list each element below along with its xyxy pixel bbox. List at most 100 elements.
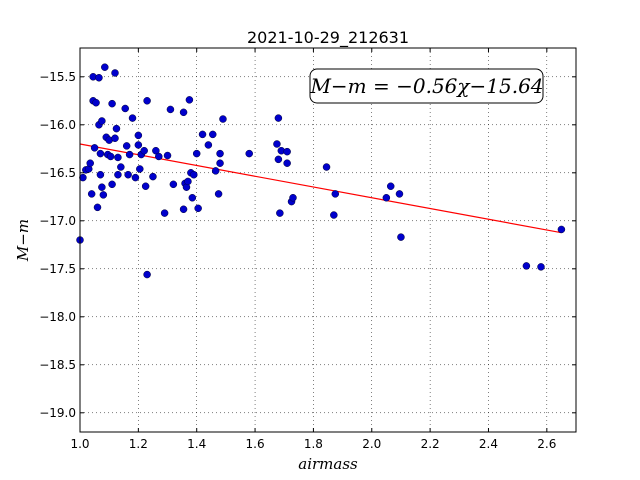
data-point — [184, 177, 192, 186]
data-point — [163, 151, 172, 160]
y-tick-label: −17.0 — [39, 214, 76, 228]
data-point — [155, 152, 163, 161]
data-point — [276, 209, 284, 217]
data-point — [143, 270, 151, 279]
y-tick-label: −16.0 — [39, 118, 76, 132]
data-point — [273, 140, 281, 148]
data-point — [192, 149, 201, 158]
data-point — [98, 183, 106, 191]
data-point — [322, 163, 331, 171]
data-point — [219, 115, 227, 123]
data-point — [108, 99, 116, 108]
data-point — [134, 131, 143, 140]
data-point — [204, 141, 213, 149]
data-point — [194, 204, 202, 213]
data-point — [114, 170, 122, 179]
data-point — [216, 159, 224, 167]
data-point — [188, 194, 197, 202]
chart-title: 2021-10-29_212631 — [247, 28, 409, 48]
data-point — [128, 114, 137, 122]
data-point — [160, 209, 169, 217]
data-point — [185, 96, 194, 104]
data-point — [169, 180, 178, 189]
x-tick-label: 1.6 — [246, 437, 265, 451]
x-tick-label: 2.0 — [362, 437, 381, 451]
data-point — [101, 63, 109, 71]
data-point — [134, 141, 143, 149]
x-tick-label: 1.2 — [129, 437, 148, 451]
axis-ticks — [79, 48, 576, 432]
y-tick-label: −18.0 — [39, 310, 76, 324]
data-point — [106, 152, 115, 161]
fit-annotation: M−m = −0.56χ−15.64 — [309, 68, 544, 104]
data-point — [93, 203, 102, 212]
y-tick-labels: −15.5 −16.0 −16.5 −17.0 −17.5 −18.0 −18.5 −19.0 — [39, 70, 76, 420]
annotation-text: M−m = −0.56χ−15.64 — [309, 74, 543, 98]
data-point — [131, 173, 140, 182]
x-tick-label: 2.6 — [537, 437, 556, 451]
data-point — [382, 194, 391, 202]
data-point — [96, 170, 105, 179]
data-point — [122, 142, 131, 150]
data-point — [86, 159, 94, 167]
data-point — [209, 130, 217, 139]
y-tick-label: −18.5 — [39, 358, 76, 372]
data-point — [211, 167, 220, 175]
data-point — [274, 155, 283, 164]
data-point — [166, 105, 175, 114]
y-axis-label: M−m — [14, 219, 32, 262]
x-tick-label: 2.4 — [479, 437, 498, 451]
data-point — [98, 117, 106, 125]
y-tick-label: −16.5 — [39, 166, 76, 180]
data-point — [141, 182, 150, 190]
data-point — [190, 170, 198, 179]
data-point — [283, 147, 291, 156]
data-point — [121, 104, 129, 113]
data-point — [87, 190, 96, 198]
data-point — [283, 159, 291, 167]
data-point — [557, 225, 566, 234]
data-point — [395, 190, 404, 198]
x-tick-label: 1.8 — [304, 437, 323, 451]
data-point — [111, 134, 119, 142]
data-point — [125, 150, 134, 159]
data-point — [99, 191, 108, 199]
data-point — [330, 211, 338, 219]
grid-lines — [79, 48, 576, 432]
data-point — [143, 97, 151, 105]
data-point — [124, 170, 132, 179]
data-point — [386, 182, 395, 190]
x-axis-label: airmass — [298, 455, 358, 473]
x-tick-label: 1.4 — [187, 437, 206, 451]
data-point — [198, 130, 207, 139]
y-tick-label: −17.5 — [39, 262, 76, 276]
data-point — [96, 149, 105, 158]
y-tick-label: −19.0 — [39, 406, 76, 420]
data-point — [90, 144, 99, 152]
data-point — [331, 190, 340, 198]
data-point — [112, 124, 121, 133]
data-point — [214, 190, 223, 198]
data-point — [108, 180, 116, 189]
data-point — [179, 205, 188, 214]
x-tick-label: 1.0 — [70, 437, 89, 451]
data-point — [140, 146, 148, 155]
data-point — [245, 149, 253, 158]
y-tick-label: −15.5 — [39, 70, 76, 84]
x-tick-labels: 1.0 1.2 1.4 1.6 1.8 2.0 2.2 2.4 2.6 — [70, 437, 556, 451]
data-point — [92, 98, 100, 107]
data-point — [114, 153, 122, 162]
data-point — [111, 69, 119, 77]
x-tick-label: 2.2 — [421, 437, 440, 451]
data-point — [95, 74, 103, 82]
data-point — [522, 262, 531, 270]
plot-frame — [79, 47, 577, 433]
data-point — [537, 263, 545, 271]
data-point — [216, 149, 224, 158]
annotation-box — [309, 68, 544, 104]
data-point — [179, 108, 188, 117]
data-point — [117, 163, 125, 171]
data-point — [274, 114, 283, 122]
data-point — [149, 172, 157, 181]
